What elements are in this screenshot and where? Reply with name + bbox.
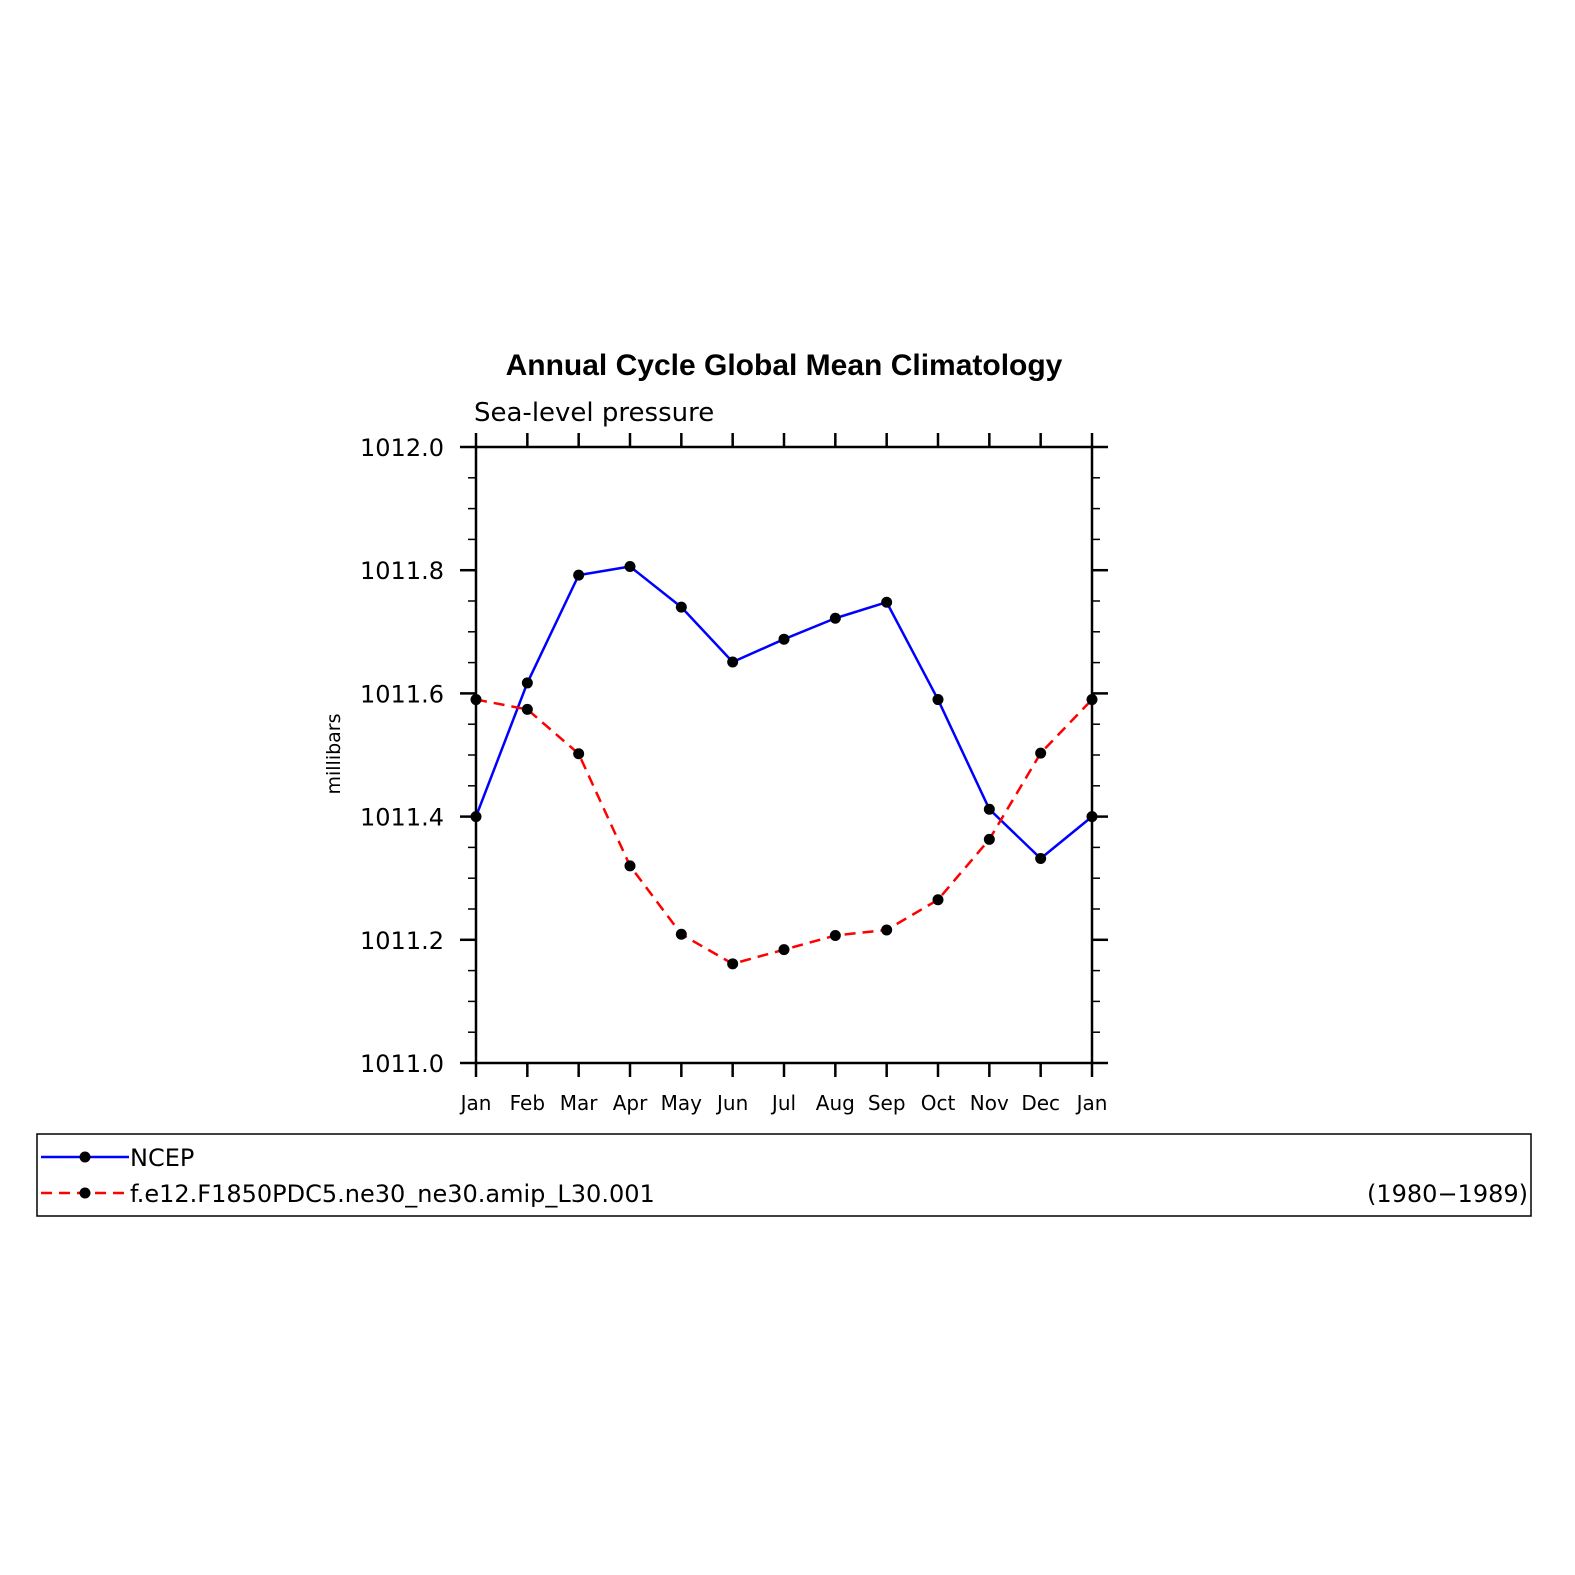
x-tick-label: Dec <box>1021 1091 1060 1115</box>
axis-ticks <box>460 433 1108 1077</box>
data-point <box>983 803 995 815</box>
legend-marker <box>79 1151 91 1163</box>
y-tick-label: 1011.0 <box>360 1050 444 1078</box>
y-tick-label: 1011.8 <box>360 557 444 585</box>
data-point <box>932 694 944 706</box>
plot-series <box>470 561 1098 970</box>
x-tick-label: May <box>661 1091 703 1115</box>
x-tick-label: Jun <box>715 1091 748 1115</box>
data-point <box>727 958 739 970</box>
data-point <box>1035 747 1047 759</box>
series-model <box>470 694 1098 970</box>
data-point <box>983 833 995 845</box>
y-tick-label: 1011.2 <box>360 927 444 955</box>
data-point <box>573 569 585 581</box>
x-tick-label: Jan <box>459 1091 492 1115</box>
x-tick-label: Apr <box>613 1091 648 1115</box>
y-tick-label: 1011.4 <box>360 804 444 832</box>
y-axis-label: millibars <box>323 713 345 794</box>
legend-label: f.e12.F1850PDC5.ne30_ne30.amip_L30.001 <box>130 1180 655 1208</box>
x-tick-labels: Jan Feb Mar Apr May Jun Jul Aug Sep Oct Nov Dec Jan <box>459 1091 1108 1115</box>
data-point <box>829 612 841 624</box>
x-tick-label: Feb <box>510 1091 545 1115</box>
x-tick-label: Nov <box>970 1091 1009 1115</box>
x-tick-label: Sep <box>868 1091 906 1115</box>
legend-entries: NCEP f.e12.F1850PDC5.ne30_ne30.amip_L30.0… <box>41 1144 655 1208</box>
x-tick-label: Jan <box>1075 1091 1108 1115</box>
legend: NCEP f.e12.F1850PDC5.ne30_ne30.amip_L30.0… <box>36 1133 1532 1217</box>
data-point <box>521 677 533 689</box>
data-point <box>521 703 533 715</box>
legend-marker <box>79 1187 91 1199</box>
data-point <box>1035 852 1047 864</box>
series-line <box>474 565 1093 860</box>
x-tick-label: Jul <box>770 1091 796 1115</box>
data-point <box>881 596 893 608</box>
data-point <box>881 924 893 936</box>
legend-label: NCEP <box>130 1144 194 1172</box>
series-line <box>475 698 1093 966</box>
data-point <box>778 633 790 645</box>
plot-frame <box>474 445 1094 1065</box>
data-point <box>624 561 636 573</box>
y-tick-label: 1012.0 <box>360 434 444 462</box>
data-point <box>675 928 687 940</box>
chart-title: Annual Cycle Global Mean Climatology <box>506 349 1063 382</box>
data-point <box>727 656 739 668</box>
data-point <box>829 929 841 941</box>
y-tick-labels: 1011.0 1011.2 1011.4 1011.6 1011.8 1012.0 <box>360 434 444 1078</box>
data-point <box>778 944 790 956</box>
series-ncep <box>470 561 1098 864</box>
x-tick-label: Oct <box>921 1091 956 1115</box>
data-point <box>624 860 636 872</box>
y-tick-label: 1011.6 <box>360 680 444 708</box>
legend-box <box>36 1133 1532 1217</box>
data-point <box>573 748 585 760</box>
x-tick-label: Aug <box>816 1091 855 1115</box>
x-tick-label: Mar <box>560 1091 599 1115</box>
data-point <box>675 601 687 613</box>
chart-subtitle: Sea-level pressure <box>474 398 714 428</box>
legend-period: (1980−1989) <box>1367 1180 1528 1208</box>
data-point <box>932 894 944 906</box>
